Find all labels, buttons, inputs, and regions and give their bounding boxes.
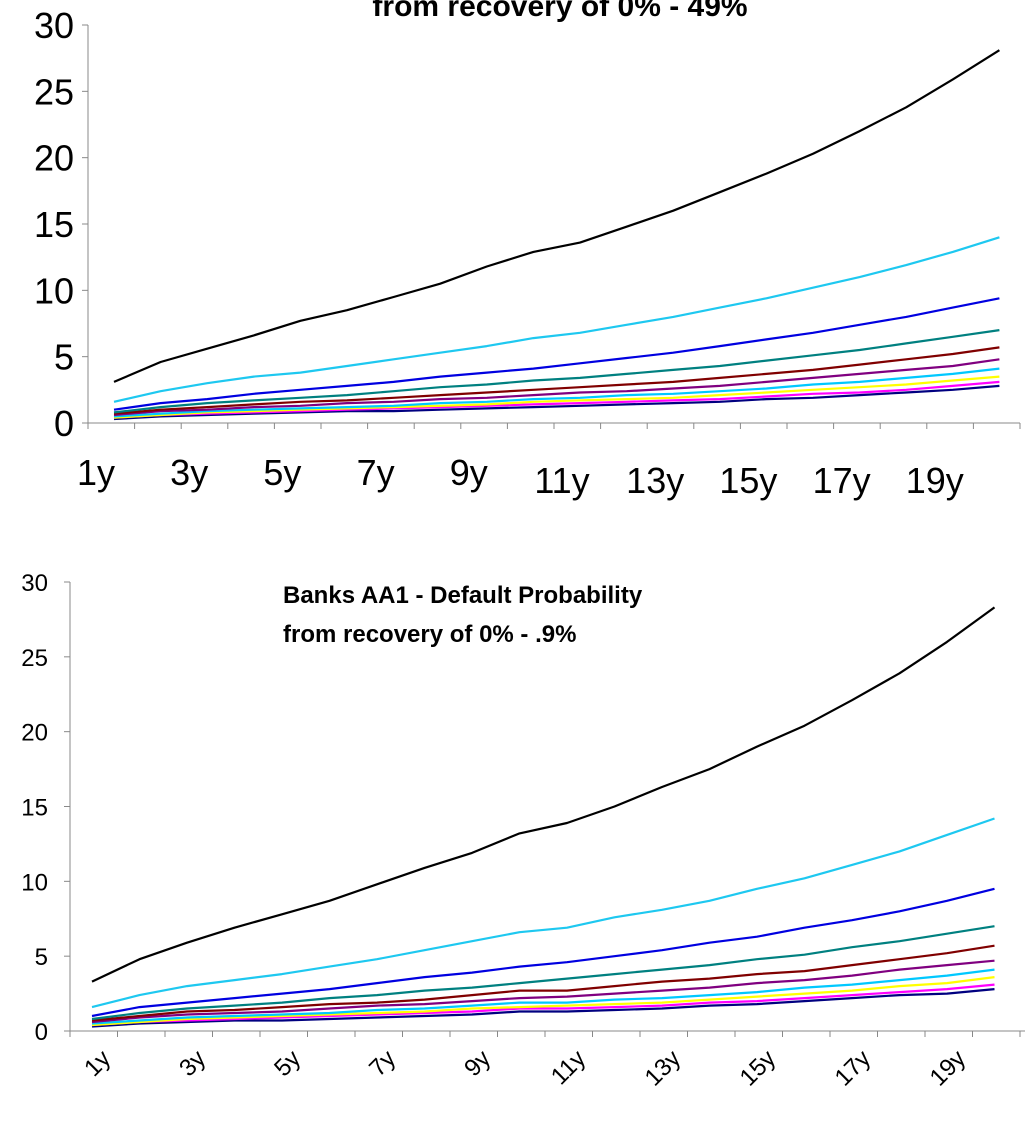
series-line [113,380,1000,419]
y-tick-label: 30 [34,5,74,46]
series-line [91,606,996,983]
series-line [113,346,1000,415]
x-tick-label: 3y [174,1045,211,1082]
y-tick-label: 25 [21,645,48,672]
y-tick-label: 20 [34,138,74,179]
x-tick-label: 7y [364,1045,401,1082]
y-tick-label: 5 [35,944,48,971]
y-tick-label: 25 [34,71,74,112]
series-line [113,49,1000,383]
series-line [113,384,1000,421]
x-tick-label: 17y [813,460,871,501]
series-line [91,944,995,1022]
series-line [91,988,995,1028]
y-tick-label: 10 [21,869,48,896]
x-tick-label: 9y [450,452,488,493]
y-tick-label: 20 [21,720,48,747]
x-tick-label: 15y [719,460,777,501]
series-line [113,375,1000,419]
x-tick-label: 15y [735,1045,781,1091]
series-line [91,925,995,1021]
x-tick-label: 11y [534,460,589,501]
x-tick-label: 17y [830,1045,876,1091]
x-tick-label: 1y [77,452,115,493]
y-tick-label: 10 [34,270,74,311]
x-tick-label: 13y [626,460,684,501]
y-tick-label: 0 [35,1019,48,1046]
x-tick-label: 5y [263,452,301,493]
y-tick-label: 15 [21,795,48,822]
x-tick-label: 1y [79,1045,116,1082]
x-tick-label: 19y [925,1045,971,1091]
y-tick-label: 5 [54,337,74,378]
series-line [91,959,995,1024]
x-tick-label: 5y [269,1045,306,1082]
x-tick-label: 9y [459,1045,496,1082]
x-tick-label: 11y [546,1045,591,1090]
series-line [91,968,995,1025]
series-line [113,236,1000,403]
series-line [91,817,995,1009]
x-tick-label: 7y [357,452,395,493]
y-tick-label: 15 [34,204,74,245]
series-line [91,976,995,1027]
series-line [91,983,995,1027]
x-tick-label: 3y [170,452,208,493]
chart-title-line: from recovery of 0% - .9% [283,621,576,648]
series-line [113,297,1000,411]
y-tick-label: 30 [21,570,48,597]
chart-title-line: from recovery of 0% - 49% [372,0,747,23]
x-tick-label: 13y [640,1045,686,1091]
x-tick-label: 19y [906,460,964,501]
chart-title-line: Banks AA1 - Default Probability [283,582,643,609]
series-line [113,358,1000,417]
chart-1: from recovery of 0% - 49% 0 5 10 15 20 25 30 1y 3… [34,0,1021,501]
y-tick-label: 0 [54,403,74,444]
chart-2: Banks AA1 - Default Probability from reco… [21,570,1025,1091]
series-line [113,367,1000,418]
series-line [91,887,995,1018]
series-line [113,329,1000,414]
